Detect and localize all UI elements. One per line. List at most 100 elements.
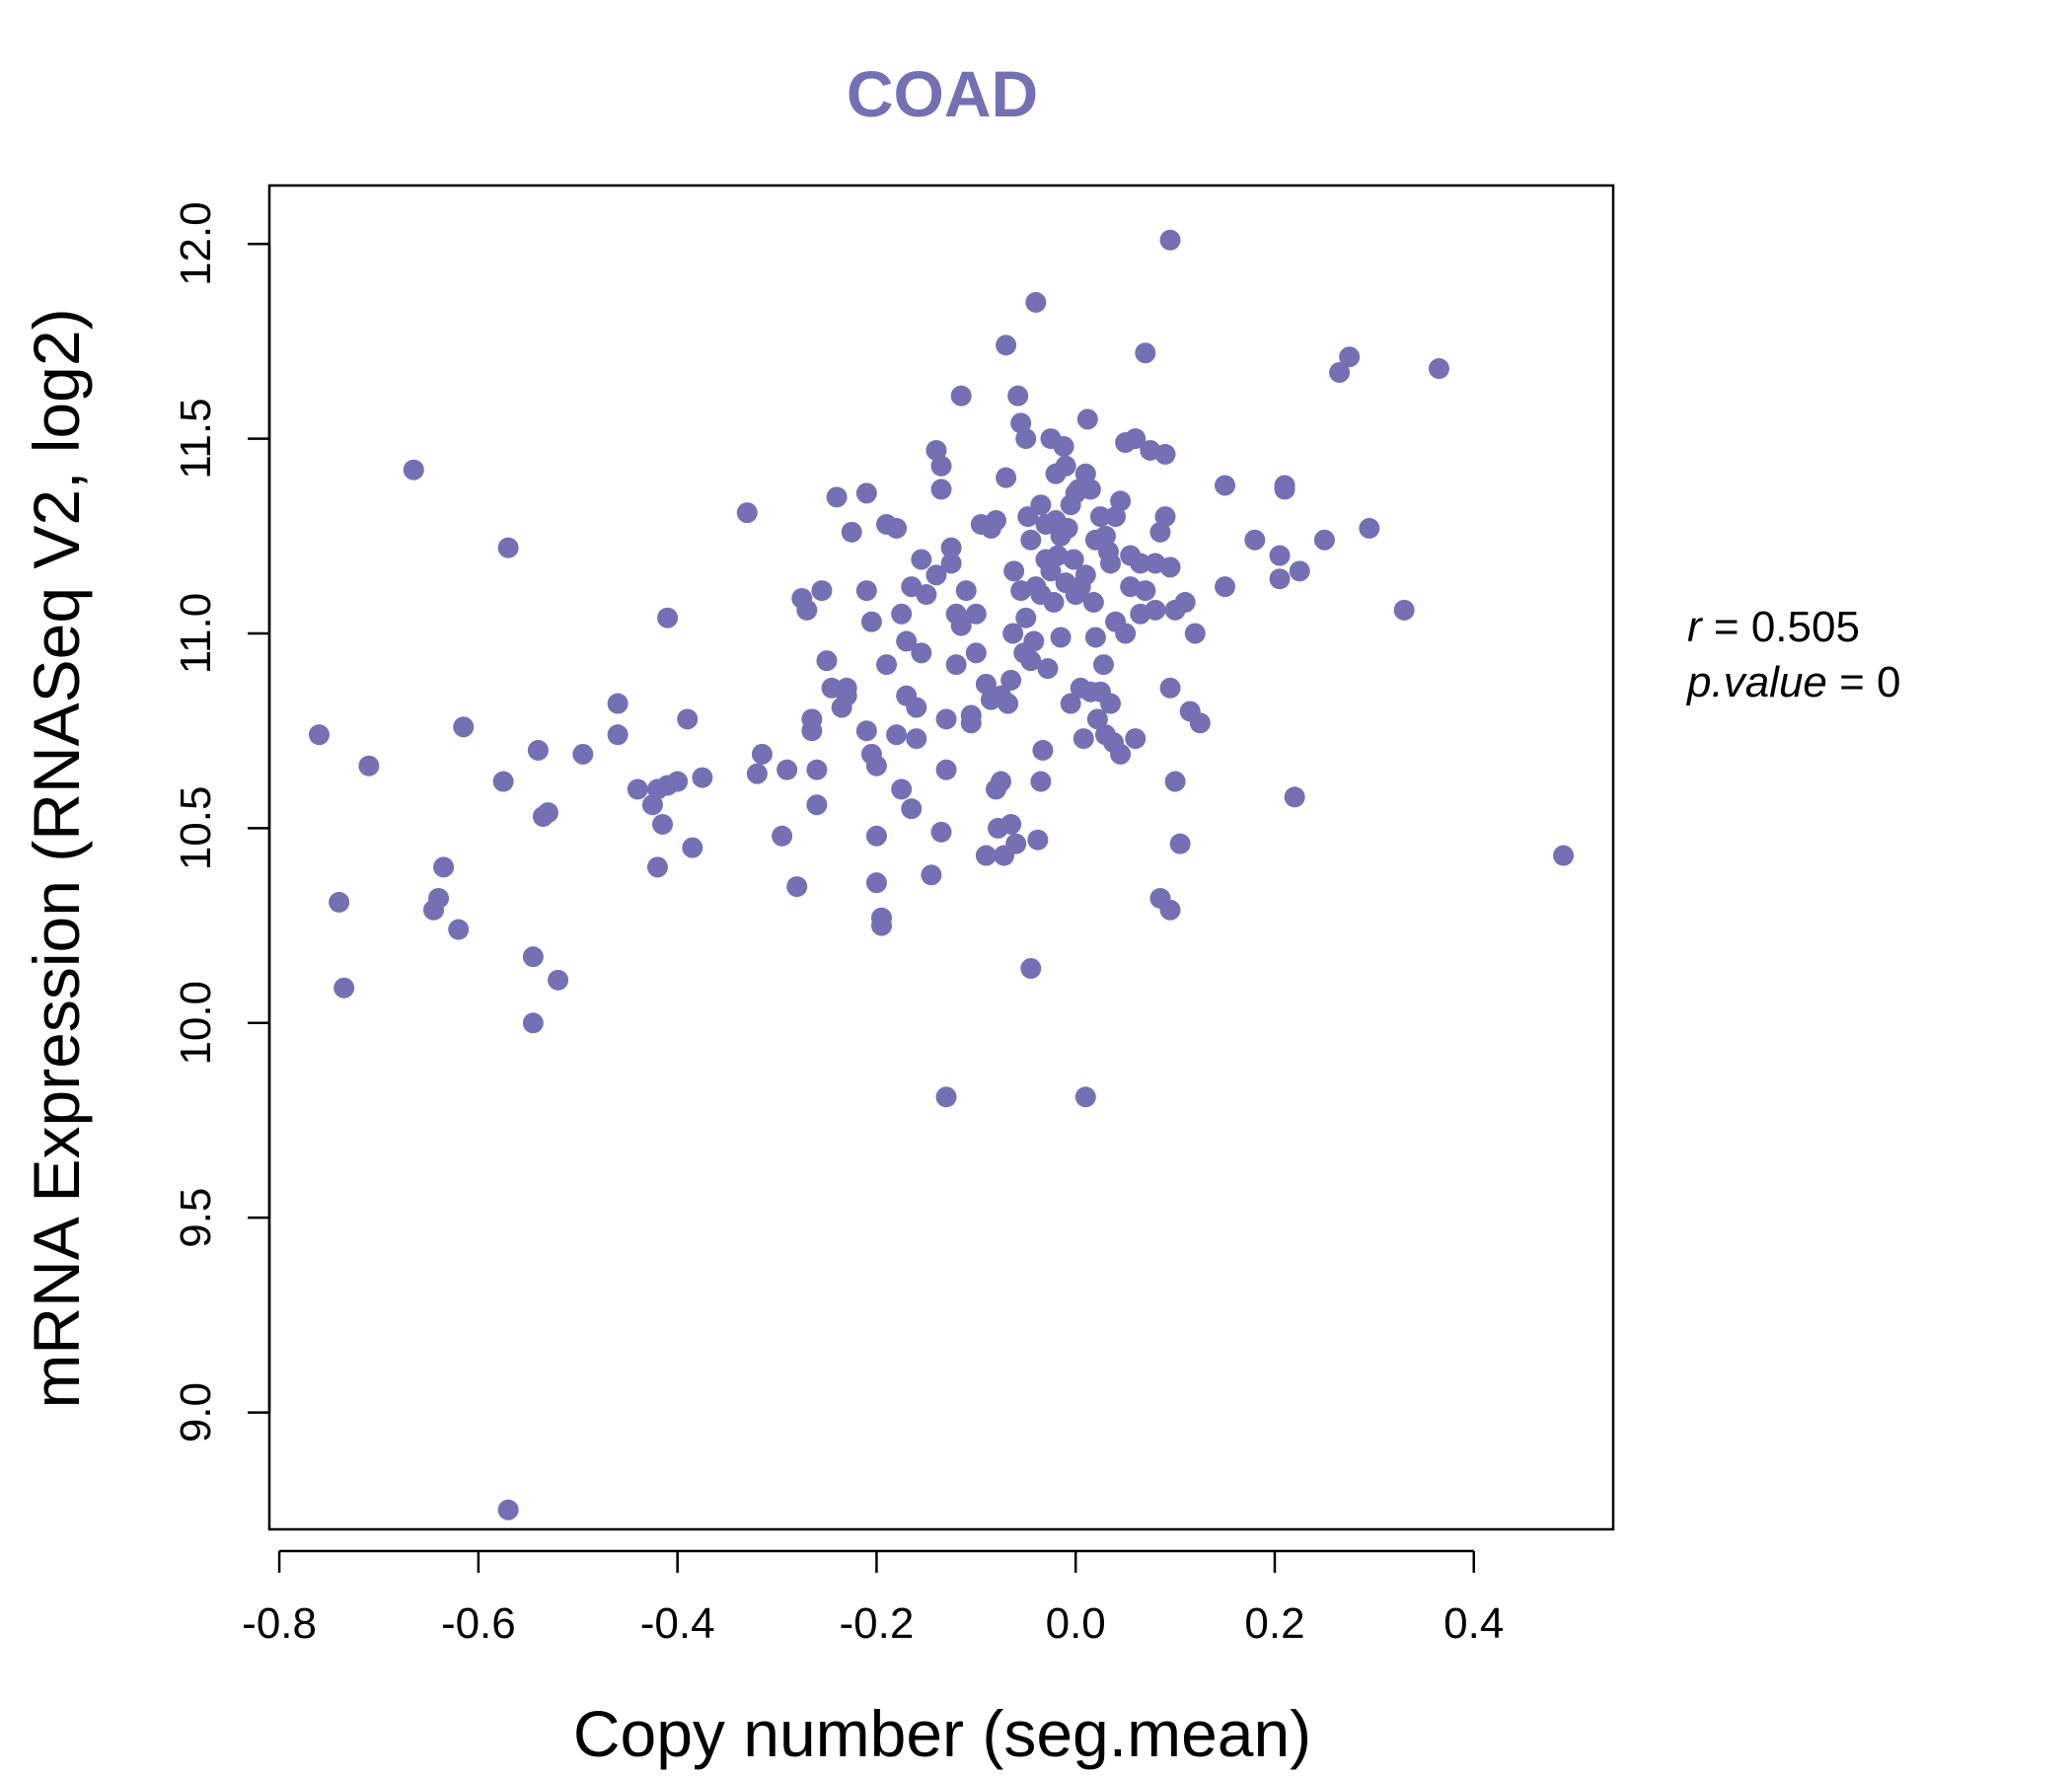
data-point: [1244, 529, 1266, 551]
data-point: [1076, 408, 1098, 430]
data-point: [1074, 564, 1096, 586]
data-point: [1089, 506, 1111, 528]
data-point: [677, 708, 699, 730]
data-point: [1023, 630, 1045, 652]
data-point: [1043, 591, 1065, 613]
data-point: [1215, 475, 1236, 496]
data-point: [1159, 229, 1181, 251]
data-point: [955, 580, 977, 602]
data-point: [1289, 560, 1310, 582]
data-point: [751, 743, 773, 765]
data-point: [855, 482, 877, 504]
data-point: [985, 510, 1006, 532]
data-point: [667, 771, 689, 792]
data-point: [870, 907, 892, 928]
data-point: [860, 611, 882, 632]
y-tick-label: 9.5: [172, 1188, 220, 1248]
data-point: [657, 607, 679, 629]
data-point: [886, 724, 908, 746]
x-tick-label: -0.8: [242, 1599, 317, 1648]
data-point: [945, 654, 967, 676]
r-value: 0.505: [1751, 603, 1860, 651]
data-point: [935, 1086, 957, 1108]
svg-text:p.value = 0: p.value = 0: [1685, 658, 1901, 706]
data-point: [806, 759, 828, 780]
data-point: [777, 759, 798, 780]
data-point: [1115, 623, 1137, 644]
data-point: [826, 486, 848, 508]
data-point: [1184, 623, 1206, 644]
data-point: [991, 771, 1012, 792]
data-point: [965, 642, 987, 664]
data-point: [1027, 829, 1049, 851]
data-point: [1057, 517, 1078, 539]
data-point: [329, 891, 350, 913]
data-point: [1030, 771, 1052, 792]
data-point: [786, 876, 808, 898]
data-point: [522, 946, 544, 968]
data-point: [772, 825, 793, 847]
data-point: [960, 704, 982, 726]
data-point: [998, 693, 1019, 714]
y-axis-label: mRNA Expression (RNASeq V2, log2): [20, 308, 93, 1408]
data-point: [1149, 521, 1171, 543]
data-point: [527, 739, 549, 761]
data-point: [930, 455, 952, 477]
data-point: [806, 794, 828, 816]
data-point: [692, 767, 713, 788]
data-point: [572, 743, 594, 765]
data-point: [1339, 346, 1361, 368]
data-point: [930, 821, 952, 843]
data-point: [627, 778, 648, 800]
data-point: [901, 798, 923, 820]
data-point: [940, 553, 962, 574]
data-point: [1154, 506, 1176, 528]
data-point: [1159, 677, 1181, 699]
data-point: [1082, 591, 1104, 613]
data-point: [865, 825, 887, 847]
x-tick-label: -0.6: [441, 1599, 516, 1648]
data-point: [1020, 650, 1042, 672]
x-tick-label: 0.0: [1046, 1599, 1106, 1648]
data-point: [1169, 833, 1191, 854]
data-point: [950, 615, 972, 636]
data-point: [497, 1499, 519, 1520]
data-point: [921, 864, 942, 886]
data-point: [1053, 436, 1074, 458]
data-point: [1030, 494, 1052, 516]
x-axis: -0.8 -0.6 -0.4 -0.2 0.0 0.2 0.4: [242, 1549, 1504, 1648]
data-point: [652, 813, 674, 835]
data-point: [1110, 743, 1132, 765]
data-point: [1110, 490, 1132, 512]
data-point: [1428, 358, 1449, 380]
p-label: p.value: [1685, 658, 1827, 706]
data-point: [1010, 412, 1032, 434]
data-point: [1092, 654, 1114, 676]
data-point: [1215, 576, 1236, 598]
data-point: [1047, 545, 1069, 566]
data-point: [876, 654, 898, 676]
data-point: [1050, 627, 1072, 648]
data-point: [1074, 1086, 1096, 1108]
data-point: [1037, 658, 1059, 680]
data-point: [1329, 361, 1351, 383]
data-point: [1125, 728, 1147, 750]
data-point: [855, 720, 877, 742]
data-point: [975, 673, 997, 695]
data-point: [1135, 342, 1156, 364]
data-point: [841, 521, 862, 543]
data-point: [522, 1012, 544, 1034]
data-point: [1086, 708, 1108, 730]
data-point: [1007, 385, 1029, 407]
y-tick-label: 11.0: [172, 593, 220, 674]
data-point: [930, 479, 952, 500]
data-point: [537, 802, 558, 824]
x-tick-label: 0.2: [1244, 1599, 1304, 1648]
y-tick-label: 12.0: [172, 201, 220, 286]
data-point: [1125, 428, 1147, 450]
data-point: [641, 794, 663, 816]
data-point: [1032, 739, 1054, 761]
data-point: [1060, 693, 1081, 714]
data-point: [1063, 549, 1084, 570]
data-point: [925, 564, 947, 586]
